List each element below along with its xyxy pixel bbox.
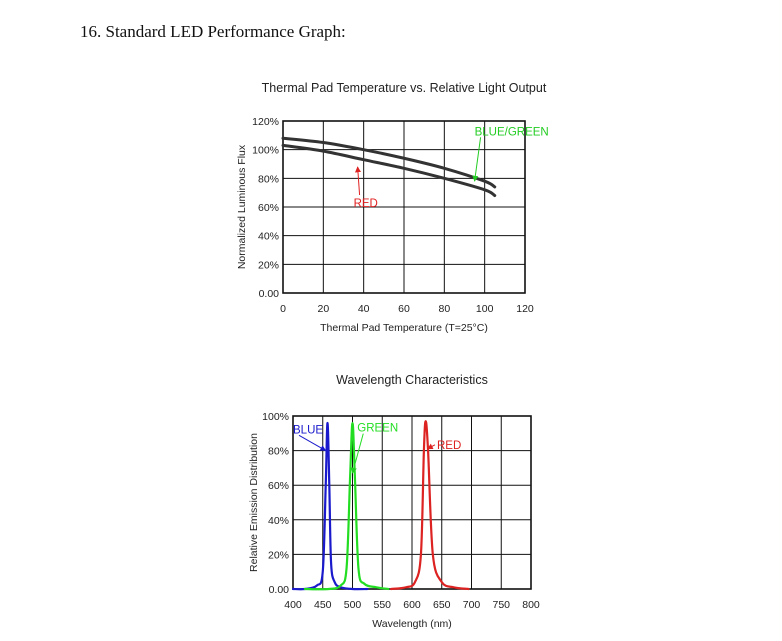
x-tick-label: 450	[314, 599, 332, 611]
plot-frame	[292, 415, 532, 590]
x-axis-label: Thermal Pad Temperature (T=25°C)	[320, 322, 488, 334]
y-tick-label: 60%	[268, 480, 289, 492]
x-tick-label: 550	[373, 599, 391, 611]
x-tick-label: 500	[344, 599, 362, 611]
y-axis-label: Relative Emission Distribution	[248, 433, 260, 572]
chart-title: Wavelength Characteristics	[336, 373, 488, 387]
annotation-arrow	[426, 443, 436, 450]
annotation-label: GREEN	[357, 423, 398, 435]
x-tick-label: 400	[284, 599, 302, 611]
annotation-label: BLUE	[293, 424, 323, 436]
y-tick-label: 40%	[268, 515, 289, 527]
x-tick-label: 0	[280, 303, 286, 315]
x-tick-label: 100	[476, 303, 494, 315]
series-line-blue	[291, 421, 369, 591]
y-tick-label: 100%	[262, 411, 289, 423]
x-tick-label: 120	[516, 303, 534, 315]
y-tick-label: 0.00	[259, 288, 280, 300]
x-tick-label: 40	[358, 303, 370, 315]
y-tick-label: 120%	[252, 116, 279, 128]
series-line-red	[390, 420, 470, 591]
annotation-arrow	[472, 137, 482, 182]
y-tick-label: 80%	[268, 446, 289, 458]
annotation-label: RED	[354, 198, 378, 210]
x-tick-label: 650	[433, 599, 451, 611]
annotation-arrow	[355, 166, 361, 196]
x-tick-label: 600	[403, 599, 421, 611]
page-heading: 16. Standard LED Performance Graph:	[80, 22, 346, 41]
annotation-label: RED	[437, 440, 461, 452]
plot-frame	[282, 120, 526, 294]
x-tick-label: 80	[438, 303, 450, 315]
y-tick-label: 0.00	[269, 584, 290, 596]
y-tick-label: 40%	[258, 231, 279, 243]
y-tick-label: 20%	[258, 259, 279, 271]
x-tick-label: 700	[463, 599, 481, 611]
y-tick-label: 20%	[268, 549, 289, 561]
annotation-arrow	[351, 433, 364, 474]
x-tick-label: 750	[492, 599, 510, 611]
y-tick-label: 100%	[252, 145, 279, 157]
y-tick-label: 60%	[258, 202, 279, 214]
x-tick-label: 20	[317, 303, 329, 315]
chart-title: Thermal Pad Temperature vs. Relative Lig…	[262, 81, 547, 95]
series-line-red	[281, 143, 497, 198]
x-axis-label: Wavelength (nm)	[372, 618, 452, 630]
x-tick-label: 60	[398, 303, 410, 315]
thermal-chart: Thermal Pad Temperature vs. Relative Lig…	[236, 81, 549, 334]
series-line-green	[303, 421, 390, 591]
series-line-blue-green	[281, 136, 497, 189]
y-tick-label: 80%	[258, 173, 279, 185]
y-axis-label: Normalized Luminous Flux	[236, 144, 248, 269]
x-tick-label: 800	[522, 599, 540, 611]
wavelength-chart: Wavelength Characteristics 400 450 500 550 60…	[248, 373, 540, 630]
annotation-arrow	[298, 434, 327, 452]
annotation-label: BLUE/GREEN	[475, 126, 549, 138]
